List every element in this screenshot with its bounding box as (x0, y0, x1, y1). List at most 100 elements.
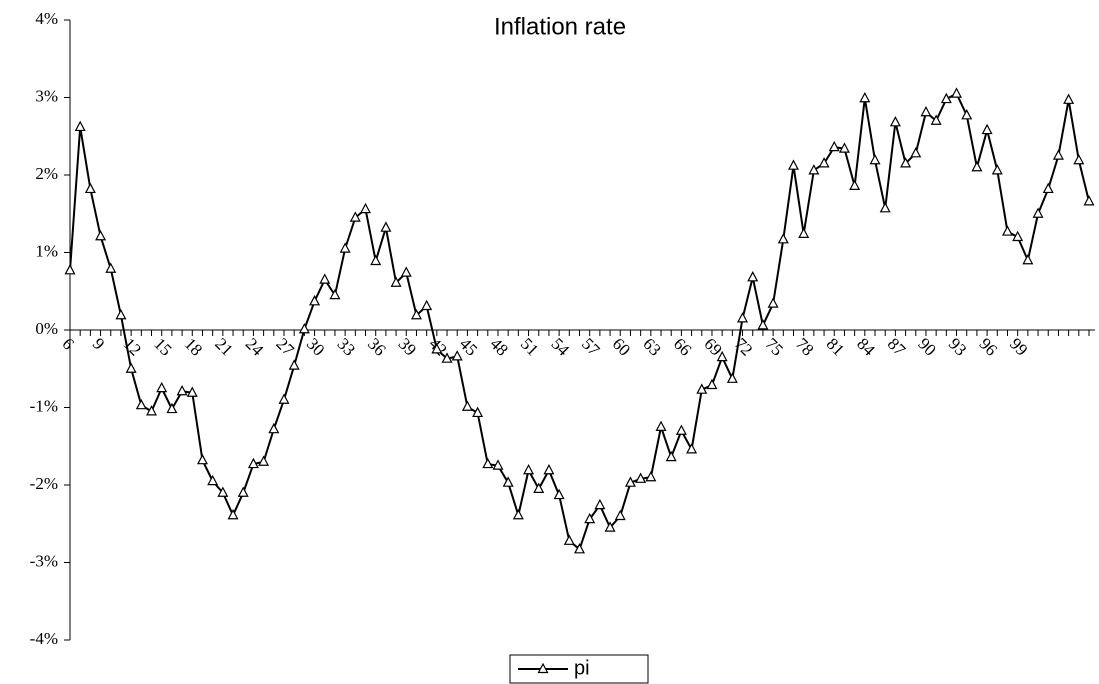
marker (1032, 207, 1044, 218)
x-tick-label: 90 (914, 334, 939, 359)
marker (1063, 93, 1075, 104)
marker (1042, 182, 1054, 194)
y-tick-label: 1% (35, 241, 58, 260)
marker (553, 488, 565, 500)
marker (767, 297, 779, 308)
marker (217, 486, 229, 497)
marker (207, 474, 219, 486)
marker (808, 164, 820, 175)
chart-title: Inflation rate (494, 13, 626, 40)
y-tick-label: 4% (35, 9, 58, 28)
marker (584, 512, 596, 524)
marker (645, 470, 657, 482)
marker (910, 147, 922, 158)
marker (930, 114, 942, 125)
marker (828, 140, 840, 152)
marker (360, 202, 372, 214)
x-tick-label: 66 (670, 334, 695, 359)
marker (665, 450, 677, 462)
marker (961, 109, 973, 120)
marker (227, 508, 239, 520)
marker (798, 227, 810, 238)
marker (309, 295, 321, 306)
x-tick-label: 75 (762, 334, 787, 359)
marker (686, 443, 698, 454)
marker (390, 276, 402, 287)
marker (1073, 153, 1085, 165)
marker (523, 463, 535, 475)
marker (400, 266, 412, 277)
marker (614, 509, 626, 521)
marker (482, 457, 494, 469)
x-tick-label: 93 (945, 334, 970, 359)
marker (655, 420, 667, 431)
marker (849, 179, 861, 190)
marker (472, 406, 484, 418)
marker (502, 476, 514, 487)
x-tick-label: 6 (58, 334, 77, 353)
marker (431, 343, 443, 354)
y-tick-label: 0% (35, 319, 58, 338)
marker (777, 233, 789, 244)
marker (706, 378, 718, 390)
marker (859, 91, 871, 103)
marker (971, 160, 983, 172)
marker (105, 262, 117, 273)
y-tick-label: 3% (35, 86, 58, 105)
marker (889, 116, 901, 127)
marker (1012, 230, 1024, 242)
x-tick-label: 60 (609, 334, 634, 359)
x-tick-label: 27 (272, 334, 298, 360)
marker (716, 350, 728, 362)
marker (696, 383, 708, 394)
marker (675, 424, 687, 435)
marker (166, 402, 178, 414)
marker (125, 362, 137, 373)
marker (196, 453, 208, 465)
marker (298, 322, 310, 334)
marker (604, 521, 616, 532)
y-tick-label: -1% (30, 396, 58, 415)
marker (288, 359, 300, 370)
legend-label: pi (574, 657, 590, 679)
marker (135, 398, 147, 410)
marker (492, 459, 504, 470)
x-tick-label: 72 (731, 334, 756, 359)
x-tick-label: 81 (823, 334, 848, 359)
marker (940, 92, 952, 104)
marker (451, 350, 463, 361)
marker (370, 254, 382, 266)
marker (869, 153, 881, 165)
marker (900, 157, 912, 168)
marker (237, 486, 249, 497)
marker (533, 482, 545, 493)
marker (951, 87, 963, 98)
x-tick-label: 33 (334, 334, 359, 359)
marker (278, 393, 290, 404)
marker (380, 221, 392, 232)
x-tick-label: 18 (181, 334, 206, 359)
x-tick-label: 15 (150, 334, 175, 359)
marker (441, 352, 453, 363)
marker (176, 384, 188, 396)
x-tick-label: 36 (364, 334, 389, 359)
marker (74, 120, 86, 132)
marker (757, 319, 769, 330)
marker (247, 457, 259, 469)
x-tick-label: 30 (303, 334, 328, 359)
marker (186, 386, 198, 397)
marker (543, 463, 555, 475)
series-line (69, 92, 1090, 551)
x-tick-label: 78 (792, 334, 817, 359)
y-tick-label: 2% (35, 164, 58, 183)
x-tick-label: 48 (486, 334, 511, 359)
marker (1001, 225, 1013, 236)
marker (146, 405, 158, 416)
marker (574, 543, 585, 554)
marker (461, 400, 473, 411)
marker (747, 271, 759, 282)
marker (737, 312, 749, 323)
marker (339, 242, 351, 253)
marker (1022, 253, 1034, 265)
